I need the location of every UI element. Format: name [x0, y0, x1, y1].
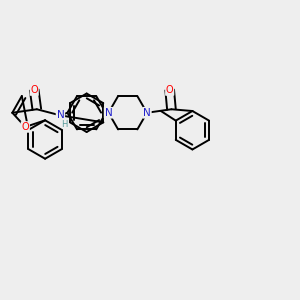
- Text: O: O: [166, 85, 173, 95]
- Text: N: N: [143, 108, 151, 118]
- Text: O: O: [30, 85, 38, 95]
- Text: O: O: [22, 122, 29, 132]
- Text: H: H: [61, 120, 67, 129]
- Text: N: N: [56, 110, 64, 120]
- Text: N: N: [105, 108, 112, 118]
